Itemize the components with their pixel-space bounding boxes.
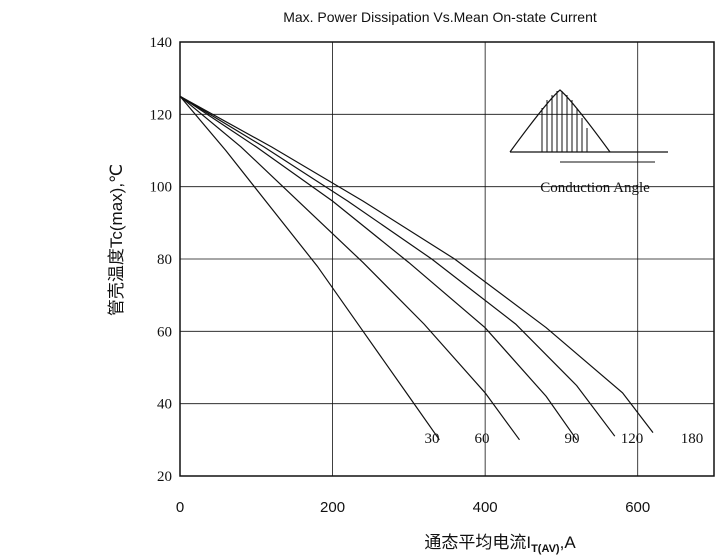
series-line-30 [179, 95, 440, 441]
x-tick-labels: 0 200 400 600 [176, 499, 650, 516]
hatching [541, 91, 588, 152]
x-tick-label: 400 [473, 499, 498, 516]
series-label-60: 60 [475, 431, 490, 447]
series-label-30: 30 [425, 431, 440, 447]
x-axis-label-sub: T(AV) [531, 543, 560, 555]
y-axis-label: 管壳温度Tc(max),℃ [107, 164, 126, 316]
y-tick-label: 80 [157, 252, 172, 268]
series-labels: 30 60 90 120 180 [425, 431, 704, 447]
half-sine-wave [509, 89, 611, 153]
x-axis-label-main: 通态平均电流I [424, 533, 531, 552]
series-line-180 [179, 95, 654, 433]
series-label-180: 180 [681, 431, 704, 447]
y-tick-label: 60 [157, 324, 172, 340]
x-tick-label: 0 [176, 499, 184, 516]
series-line-90 [179, 95, 578, 441]
x-tick-label: 200 [320, 499, 345, 516]
chart-title: Max. Power Dissipation Vs.Mean On-state … [283, 9, 597, 25]
series-label-90: 90 [565, 431, 580, 447]
x-tick-label: 600 [625, 499, 650, 516]
inset-label: Conduction Angle [540, 180, 650, 196]
y-tick-labels: 20 40 60 80 100 120 140 [150, 35, 173, 485]
y-tick-label: 20 [157, 469, 172, 485]
series-line-120 [179, 95, 616, 437]
series-label-120: 120 [621, 431, 644, 447]
series-line-60 [179, 95, 520, 441]
x-axis-label-unit: ,A [560, 533, 577, 552]
y-tick-label: 140 [150, 35, 173, 51]
y-tick-label: 100 [150, 180, 173, 196]
x-axis-label: 通态平均电流IT(AV),A [424, 533, 576, 555]
grid [179, 41, 714, 477]
conduction-angle-inset: Conduction Angle [509, 89, 668, 196]
y-tick-label: 120 [150, 107, 173, 123]
y-tick-label: 40 [157, 397, 172, 413]
series-group [179, 95, 654, 441]
